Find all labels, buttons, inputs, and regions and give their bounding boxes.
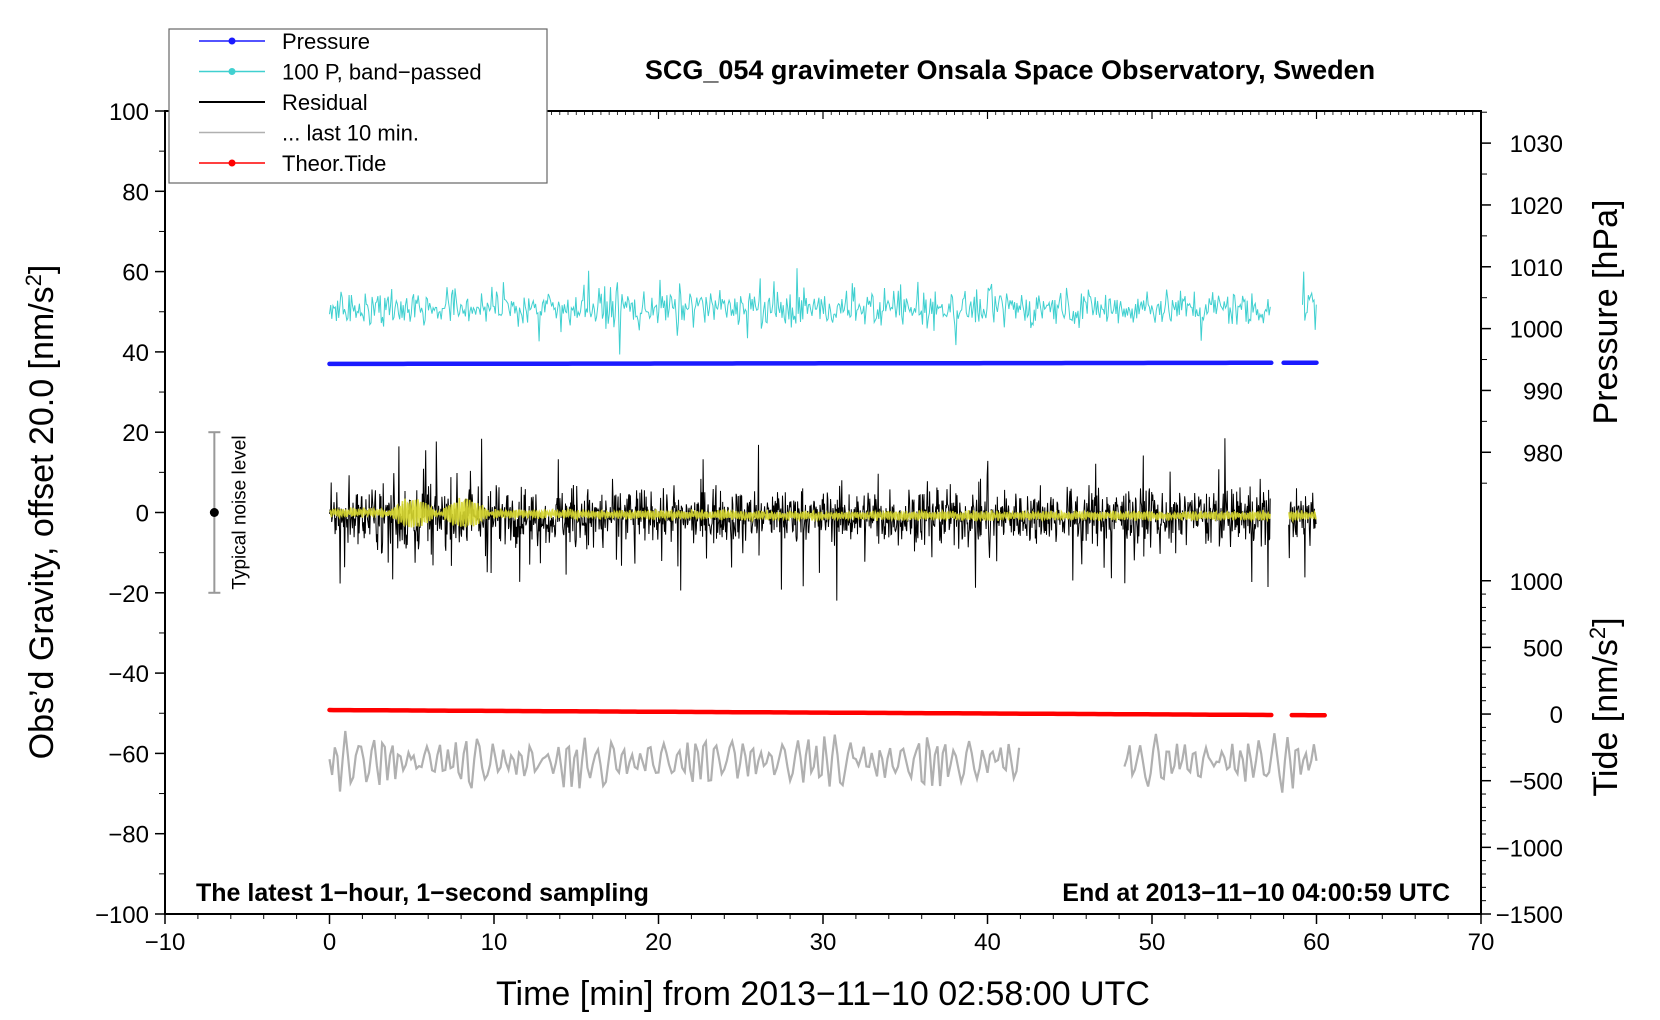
series-pressure bbox=[327, 360, 1319, 367]
left-note: The latest 1−hour, 1−second sampling bbox=[196, 879, 649, 907]
pressure-tick-label: 990 bbox=[1523, 378, 1563, 405]
y-axis-title-left-sup: 2 bbox=[21, 274, 46, 286]
y-tick-label: 100 bbox=[109, 99, 149, 126]
tide-tick-label: −1500 bbox=[1496, 902, 1563, 929]
y-axis-title-left: Obs’d Gravity, offset 20.0 [nm/s2] bbox=[21, 265, 61, 760]
x-tick-label: 50 bbox=[1139, 929, 1166, 956]
chart-title: SCG_054 gravimeter Onsala Space Observat… bbox=[645, 55, 1375, 85]
legend-label: Pressure bbox=[282, 29, 370, 54]
pressure-tick-label: 980 bbox=[1523, 440, 1563, 467]
y-tick-label: 0 bbox=[136, 501, 149, 528]
noise-dot bbox=[209, 508, 219, 517]
y-tick-label: −20 bbox=[108, 581, 149, 608]
y-axis-title-tide-text: Tide [nm/s bbox=[1587, 639, 1625, 796]
y-axis-title-pressure: Pressure [hPa] bbox=[1587, 200, 1625, 425]
legend: Pressure 100 P, band−passed Residual ... la… bbox=[168, 28, 548, 184]
tide-tick-label: −1000 bbox=[1496, 835, 1563, 862]
tide-tick-label: −500 bbox=[1509, 769, 1563, 796]
tide-tick-label: 500 bbox=[1523, 635, 1563, 662]
right-note: End at 2013−11−10 04:00:59 UTC bbox=[1062, 879, 1450, 907]
legend-label: 100 P, band−passed bbox=[282, 60, 482, 85]
series-last-10-min bbox=[328, 730, 1318, 793]
y-axis-title-left-end: ] bbox=[23, 265, 61, 274]
legend-items: Pressure 100 P, band−passed Residual ... la… bbox=[199, 29, 482, 176]
noise-level-indicator: Typical noise level bbox=[208, 431, 250, 594]
y-tick-label: −60 bbox=[108, 741, 149, 768]
x-tick-label: 70 bbox=[1468, 929, 1495, 956]
x-tick-label: 40 bbox=[974, 929, 1001, 956]
legend-marker bbox=[228, 68, 236, 75]
y-axis-title-left-text: Obs’d Gravity, offset 20.0 [nm/s bbox=[23, 286, 61, 759]
series-pressure-bandpassed bbox=[329, 268, 1317, 355]
y-tick-label: 60 bbox=[122, 260, 149, 287]
y-tick-label: −80 bbox=[108, 822, 149, 849]
legend-label: Residual bbox=[282, 90, 368, 115]
y-axis-ticks: −100 −80 −60 −40 −20 0 20 40 60 80 100 bbox=[95, 99, 165, 929]
legend-marker bbox=[228, 37, 236, 45]
pressure-tick-label: 1000 bbox=[1510, 317, 1563, 344]
pressure-axis-ticks: 980 990 1000 1010 1020 1030 bbox=[1481, 111, 1563, 484]
series-layer bbox=[327, 268, 1327, 793]
pressure-tick-label: 1010 bbox=[1510, 255, 1563, 282]
noise-label: Typical noise level bbox=[229, 435, 250, 589]
y-tick-label: 80 bbox=[122, 179, 149, 206]
y-tick-label: −100 bbox=[95, 902, 149, 929]
y-tick-label: 40 bbox=[122, 340, 149, 367]
tide-axis-ticks: −1500 −1000 −500 0 500 1000 bbox=[1481, 569, 1563, 929]
y-tick-label: −40 bbox=[108, 661, 149, 688]
legend-box bbox=[168, 28, 548, 184]
legend-label: ... last 10 min. bbox=[282, 121, 419, 146]
series-residual-smoothed bbox=[329, 497, 1317, 529]
x-tick-label: −10 bbox=[145, 929, 186, 956]
x-tick-label: 20 bbox=[645, 929, 672, 956]
pressure-tick-label: 1020 bbox=[1510, 193, 1563, 220]
legend-label: Theor.Tide bbox=[282, 151, 386, 176]
x-tick-label: 60 bbox=[1303, 929, 1330, 956]
tide-tick-label: 0 bbox=[1550, 702, 1563, 729]
y-axis-title-tide-sup: 2 bbox=[1585, 627, 1610, 639]
x-tick-label: 10 bbox=[481, 929, 508, 956]
legend-marker bbox=[228, 159, 236, 167]
series-theor-tide bbox=[327, 707, 1327, 718]
tide-tick-label: 1000 bbox=[1510, 569, 1563, 596]
x-tick-label: 30 bbox=[810, 929, 837, 956]
x-axis-ticks: −10 0 10 20 30 40 50 60 70 bbox=[145, 111, 1495, 956]
y-axis-title-tide: Tide [nm/s2] bbox=[1585, 617, 1625, 796]
x-axis-title: Time [min] from 2013−11−10 02:58:00 UTC bbox=[496, 975, 1150, 1013]
y-axis-title-tide-end: ] bbox=[1587, 617, 1625, 626]
x-tick-label: 0 bbox=[323, 929, 336, 956]
pressure-tick-label: 1030 bbox=[1510, 131, 1563, 158]
y-tick-label: 20 bbox=[122, 420, 149, 447]
